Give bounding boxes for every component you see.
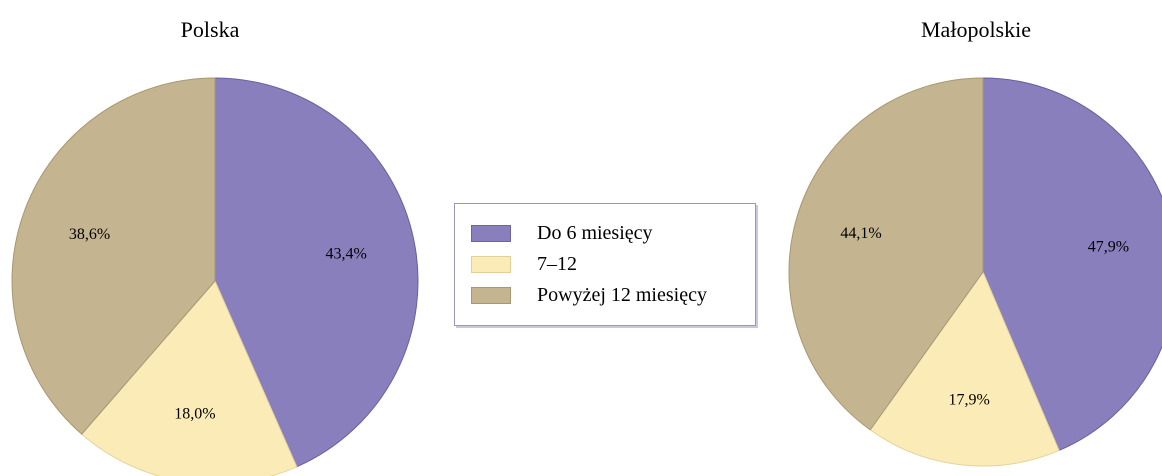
slice-label-polska-1: 18,0% <box>174 405 215 422</box>
legend-swatch-powyzej-12-miesiecy <box>471 287 511 304</box>
legend-label: 7–12 <box>537 253 577 275</box>
slice-label-polska-0: 43,4% <box>325 245 366 262</box>
chart-title-malopolskie: Małopolskie <box>921 17 1031 42</box>
pie-slice-polska-1 <box>81 280 298 476</box>
pie-slice-polska-2 <box>11 77 216 435</box>
legend-label: Do 6 miesięcy <box>537 222 653 244</box>
legend-swatch-7-12 <box>471 256 511 273</box>
chart-title-polska: Polska <box>181 17 240 42</box>
legend-item-powyzej-12-miesiecy: Powyżej 12 miesięcy <box>455 280 755 311</box>
legend-item-7-12: 7–12 <box>455 249 755 280</box>
pie-slice-malopolskie-0 <box>982 77 1162 452</box>
legend-item-do-6-miesiecy: Do 6 miesięcy <box>455 218 755 249</box>
pie-slice-malopolskie-2 <box>788 77 984 431</box>
slice-label-malopolskie-0: 47,9% <box>1088 238 1129 255</box>
slice-label-malopolskie-2: 44,1% <box>840 225 881 242</box>
legend: Do 6 miesięcy 7–12 Powyżej 12 miesięcy <box>454 203 756 326</box>
legend-label: Powyżej 12 miesięcy <box>537 284 707 306</box>
pie-slice-polska-0 <box>214 77 419 468</box>
pie-polska: 43,4% 18,0% 38,6% <box>11 77 419 476</box>
slice-label-polska-2: 38,6% <box>69 226 110 243</box>
pie-slice-malopolskie-1 <box>869 270 1060 467</box>
slice-label-malopolskie-1: 17,9% <box>948 391 989 408</box>
legend-swatch-do-6-miesiecy <box>471 225 511 242</box>
pie-malopolskie: 47,9% 17,9% 44,1% <box>788 77 1162 467</box>
